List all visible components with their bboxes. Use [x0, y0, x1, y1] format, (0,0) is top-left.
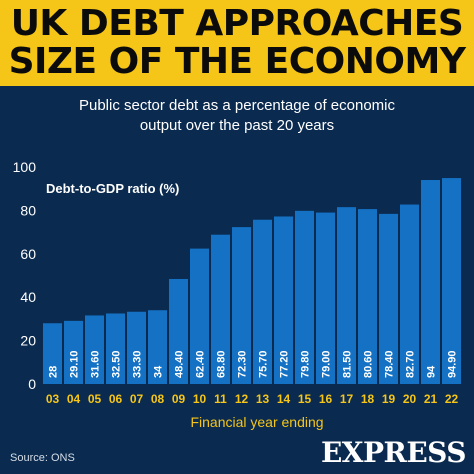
bar-value-label: 94 — [426, 365, 438, 378]
y-tick-label: 80 — [20, 202, 36, 218]
bar — [421, 180, 440, 384]
bar-value-label: 34 — [153, 365, 165, 378]
source-note: Source: ONS — [10, 452, 75, 464]
bar — [358, 209, 377, 384]
x-tick-label: 10 — [193, 392, 207, 406]
x-tick-label: 03 — [46, 392, 60, 406]
x-tick-label: 19 — [382, 392, 396, 406]
x-tick-label: 07 — [130, 392, 144, 406]
bar-value-label: 79.80 — [300, 350, 312, 378]
y-tick-label: 40 — [20, 289, 36, 305]
bar — [64, 320, 83, 384]
bar — [148, 310, 167, 384]
x-tick-label: 21 — [424, 392, 438, 406]
bar-value-label: 77.20 — [279, 350, 291, 378]
x-tick-label: 15 — [298, 392, 312, 406]
bar-value-label: 33.30 — [132, 350, 144, 378]
title-line-1: UK DEBT APPROACHES — [10, 3, 464, 44]
chart-subtitle: Public sector debt as a percentage of ec… — [20, 96, 454, 136]
x-tick-label: 12 — [235, 392, 249, 406]
bar — [316, 212, 335, 384]
x-tick-label: 05 — [88, 392, 102, 406]
bar-value-label: 79.00 — [321, 350, 333, 378]
y-tick-label: 100 — [13, 159, 37, 175]
bar-value-label: 29.10 — [69, 350, 81, 378]
y-tick-label: 20 — [20, 333, 36, 349]
x-tick-label: 14 — [277, 392, 291, 406]
bar — [379, 213, 398, 384]
x-tick-label: 04 — [67, 392, 81, 406]
x-tick-label: 18 — [361, 392, 375, 406]
x-tick-label: 22 — [445, 392, 459, 406]
x-tick-label: 11 — [214, 392, 227, 406]
x-axis-label: Financial year ending — [190, 414, 323, 430]
bar — [85, 315, 104, 384]
bar — [253, 219, 272, 384]
bar — [442, 178, 461, 384]
x-tick-label: 17 — [340, 392, 354, 406]
subtitle-line-1: Public sector debt as a percentage of ec… — [78, 97, 396, 114]
x-tick-label: 16 — [319, 392, 333, 406]
bar-value-label: 48.40 — [174, 350, 186, 378]
bar-value-label: 32.50 — [111, 350, 123, 378]
bar-value-label: 80.60 — [363, 350, 375, 378]
title-banner: UK DEBT APPROACHES SIZE OF THE ECONOMY — [0, 0, 474, 86]
bar-value-label: 78.40 — [384, 350, 396, 378]
subtitle-line-2: output over the past 20 years — [139, 117, 335, 134]
bar — [337, 207, 356, 384]
bar-value-label: 72.30 — [237, 350, 249, 378]
y-tick-label: 0 — [28, 376, 36, 392]
bar-value-label: 28 — [48, 366, 60, 378]
bar — [127, 311, 146, 384]
bar — [106, 313, 125, 384]
x-tick-label: 06 — [109, 392, 123, 406]
bar-value-label: 31.60 — [90, 350, 102, 378]
bar-value-label: 68.80 — [216, 350, 228, 378]
title-line-2: SIZE OF THE ECONOMY — [8, 41, 466, 82]
x-tick-label: 09 — [172, 392, 186, 406]
y-axis-label: Debt-to-GDP ratio (%) — [46, 181, 179, 196]
x-tick-label: 13 — [256, 392, 270, 406]
bar — [190, 248, 209, 384]
bar — [274, 216, 293, 384]
bar — [232, 227, 251, 384]
bar — [211, 234, 230, 384]
bar — [400, 204, 419, 384]
x-tick-label: 20 — [403, 392, 417, 406]
bar — [43, 323, 62, 384]
express-logo: EXPRESS — [320, 436, 467, 469]
bar-value-label: 94.90 — [447, 350, 459, 378]
x-tick-label: 08 — [151, 392, 165, 406]
bar — [169, 278, 188, 384]
bar-value-label: 75.70 — [258, 350, 270, 378]
bar — [295, 210, 314, 384]
bar-value-label: 81.50 — [342, 350, 354, 378]
bar-value-label: 62.40 — [195, 350, 207, 378]
y-tick-label: 60 — [20, 246, 36, 262]
bar-value-label: 82.70 — [405, 350, 417, 378]
